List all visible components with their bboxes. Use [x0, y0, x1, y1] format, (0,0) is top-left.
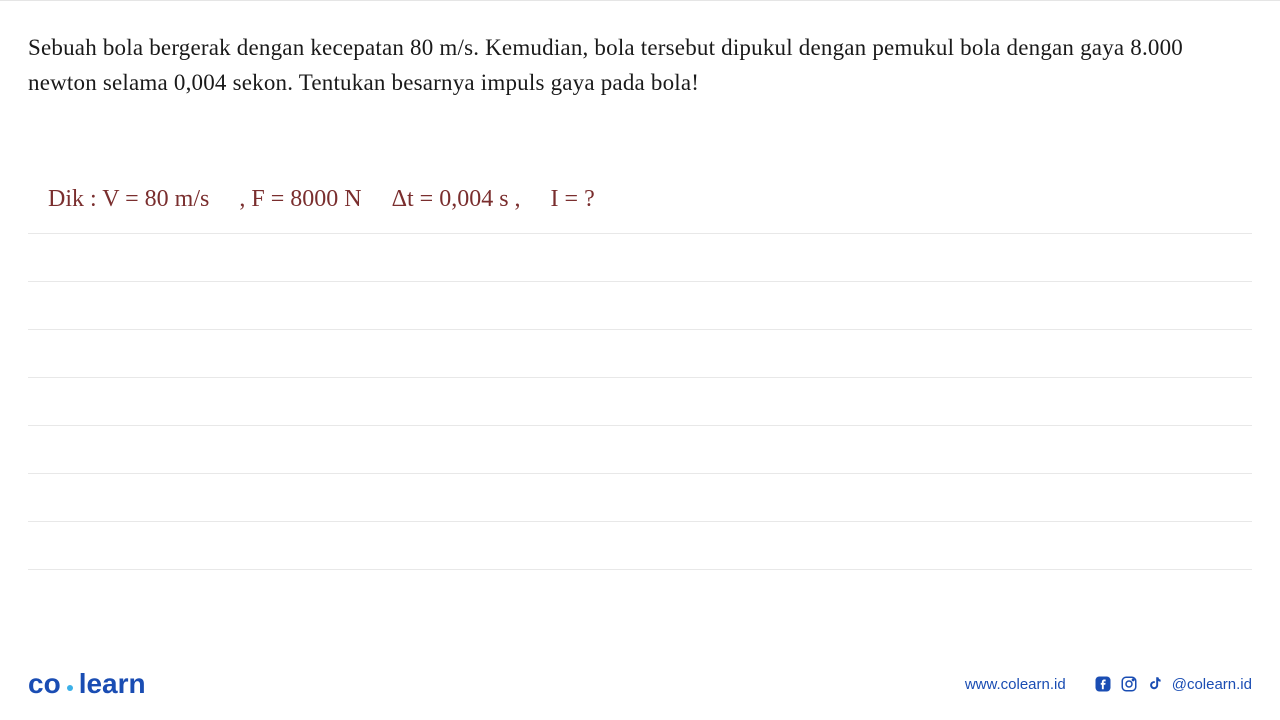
- footer-right: www.colearn.id @colearn.id: [965, 675, 1252, 693]
- website-url: www.colearn.id: [965, 676, 1066, 693]
- logo-dot-icon: [67, 685, 73, 691]
- footer: co learn www.colearn.id @colearn.id: [28, 668, 1252, 700]
- rule-line: Dik : V = 80 m/s , F = 8000 N Δt = 0,004…: [28, 186, 1252, 234]
- social-links: @colearn.id: [1094, 675, 1252, 693]
- rule-line: [28, 234, 1252, 282]
- instagram-icon: [1120, 675, 1138, 693]
- given-time: Δt = 0,004 s ,: [392, 186, 521, 213]
- rule-line: [28, 378, 1252, 426]
- worksheet-page: Sebuah bola bergerak dengan kecepatan 80…: [0, 0, 1280, 720]
- rule-line: [28, 474, 1252, 522]
- logo-part2: learn: [79, 668, 146, 700]
- rule-line: [28, 330, 1252, 378]
- asked-impulse: I = ?: [551, 186, 595, 213]
- rule-line: [28, 282, 1252, 330]
- handwritten-given: Dik : V = 80 m/s , F = 8000 N Δt = 0,004…: [28, 186, 1252, 213]
- logo-part1: co: [28, 668, 61, 700]
- given-velocity: Dik : V = 80 m/s: [48, 186, 209, 213]
- colearn-logo: co learn: [28, 668, 146, 700]
- question-text: Sebuah bola bergerak dengan kecepatan 80…: [28, 31, 1252, 100]
- rule-line: [28, 522, 1252, 570]
- facebook-icon: [1094, 675, 1112, 693]
- ruled-lines-area: Dik : V = 80 m/s , F = 8000 N Δt = 0,004…: [28, 186, 1252, 570]
- rule-line: [28, 426, 1252, 474]
- tiktok-icon: [1146, 675, 1164, 693]
- given-force: , F = 8000 N: [239, 186, 361, 213]
- social-handle: @colearn.id: [1172, 676, 1252, 693]
